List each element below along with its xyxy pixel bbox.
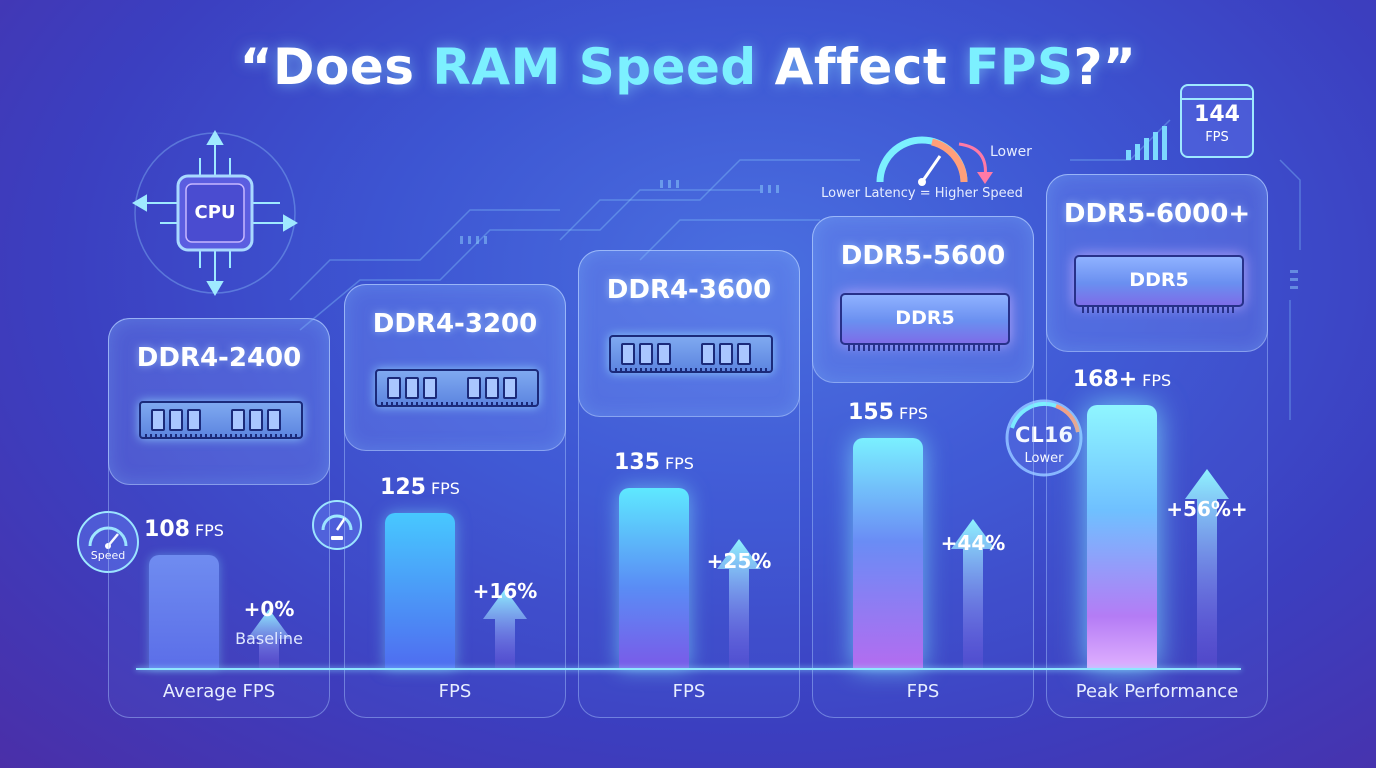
fps-unit: FPS <box>430 478 460 498</box>
column-footer-label: Average FPS <box>162 681 276 702</box>
ram-card: DDR4-3600 <box>578 250 800 417</box>
fps-bar <box>619 487 689 669</box>
fps-value-label: 125 FPS <box>345 475 495 500</box>
column-footer-label: Peak Performance <box>1075 681 1239 702</box>
ram-column: DDR4-3600 135 FPS +25% FPS <box>578 250 800 718</box>
ram-chip <box>639 343 653 365</box>
ddr4-module-icon <box>375 369 539 407</box>
ddr5-module-icon: DDR5 <box>1074 255 1244 313</box>
fps-change-label: +16% <box>472 579 538 603</box>
ram-chip <box>737 343 751 365</box>
ddr5-module-label: DDR5 <box>1129 269 1189 291</box>
fps-value-label: 135 FPS <box>579 450 729 475</box>
fps-value-label: 155 FPS <box>813 400 963 425</box>
ram-chip <box>267 409 281 431</box>
column-footer-label: FPS <box>906 681 940 702</box>
ram-card: DDR4-3200 <box>344 284 566 451</box>
up-arrow-icon <box>717 539 761 669</box>
column-footer-label: FPS <box>438 681 472 702</box>
ram-chip <box>701 343 715 365</box>
ddr5-module-icon: DDR5 <box>840 293 1010 351</box>
latency-caption: Lower Latency = Higher Speed <box>821 186 1023 201</box>
ram-card: DDR5-5600 DDR5 <box>812 216 1034 383</box>
baseline-note: Baseline <box>235 629 303 648</box>
ram-column: DDR5-5600 DDR5 155 FPS +44% FPS <box>812 216 1034 718</box>
fps-number: 125 <box>380 474 426 500</box>
ram-chip <box>485 377 499 399</box>
ram-category-label: DDR5-6000+ <box>1063 199 1251 229</box>
fps-number: 135 <box>614 449 660 475</box>
ram-category-label: DDR5-5600 <box>840 241 1006 271</box>
up-arrow-icon <box>247 609 291 669</box>
up-arrow-icon <box>951 519 995 669</box>
fps-monitor-icon: 144 FPS <box>1180 84 1254 158</box>
page-title: “Does RAM Speed Affect FPS?” <box>239 38 1137 96</box>
fps-change-label: +25% <box>706 549 772 573</box>
ram-category-label: DDR4-3200 <box>372 309 538 339</box>
fps-bar <box>385 512 455 669</box>
curved-arrow-icon <box>958 142 993 184</box>
ram-chip <box>387 377 401 399</box>
gauge-icon <box>310 498 364 552</box>
fps-change-label: +56%+ <box>1166 497 1248 521</box>
ram-pins <box>145 434 297 439</box>
fps-unit: FPS <box>194 521 224 540</box>
ram-chip <box>467 377 481 399</box>
ram-card: DDR5-6000+ DDR5 <box>1046 174 1268 352</box>
ram-column: DDR4-2400 108 FPS +0% Baseline Average FPS <box>108 318 330 718</box>
fps-number: 168+ <box>1072 367 1138 392</box>
fps-value-label: 108 FPS <box>109 517 259 542</box>
ram-chip <box>423 377 437 399</box>
ram-column: DDR5-6000+ DDR5 168+ FPS +56%+ Peak Performan… <box>1046 174 1268 718</box>
ddr5-module-label: DDR5 <box>895 307 955 329</box>
fps-number: 155 <box>848 399 894 425</box>
cl16-badge: CL16 Lower <box>1000 398 1088 478</box>
ram-chip <box>719 343 733 365</box>
ddr4-module-icon <box>609 335 773 373</box>
signal-bars-icon <box>1126 126 1167 160</box>
ram-chip <box>657 343 671 365</box>
latency-gauge-label: Lower <box>990 144 1032 160</box>
fps-change-label: +0% <box>243 597 295 621</box>
ram-pins <box>381 402 533 407</box>
fps-unit: FPS <box>1142 371 1172 390</box>
fps-bar <box>149 555 219 669</box>
ram-chip <box>231 409 245 431</box>
ram-chip <box>151 409 165 431</box>
fps-unit: FPS <box>664 453 694 473</box>
ram-chip <box>169 409 183 431</box>
fps-unit: FPS <box>898 403 928 423</box>
speed-gauge-icon: Speed <box>76 510 140 574</box>
ddr4-module-icon <box>139 401 303 439</box>
cpu-icon: CPU <box>130 128 300 298</box>
fps-bar <box>853 437 923 669</box>
ram-category-label: DDR4-2400 <box>136 343 302 373</box>
column-footer-label: FPS <box>672 681 706 702</box>
latency-gauge-icon <box>872 136 972 186</box>
fps-number: 108 <box>144 517 190 542</box>
fps-bar <box>1087 405 1157 669</box>
ram-card: DDR4-2400 <box>108 318 330 485</box>
chart-baseline <box>136 668 1241 670</box>
ram-pins <box>1082 306 1236 313</box>
up-arrow-icon <box>1185 469 1229 669</box>
ram-chip <box>187 409 201 431</box>
up-arrow-icon <box>483 589 527 669</box>
ram-chip <box>405 377 419 399</box>
ram-category-label: DDR4-3600 <box>606 275 772 305</box>
ram-pins <box>848 344 1002 351</box>
ram-column: DDR4-3200 125 FPS +16% FPS <box>344 284 566 718</box>
ram-chip <box>249 409 263 431</box>
fps-change-label: +44% <box>940 531 1006 555</box>
fps-value-label: 168+ FPS <box>1047 367 1197 392</box>
ram-chip <box>503 377 517 399</box>
ram-chip <box>621 343 635 365</box>
ram-pins <box>615 368 767 373</box>
